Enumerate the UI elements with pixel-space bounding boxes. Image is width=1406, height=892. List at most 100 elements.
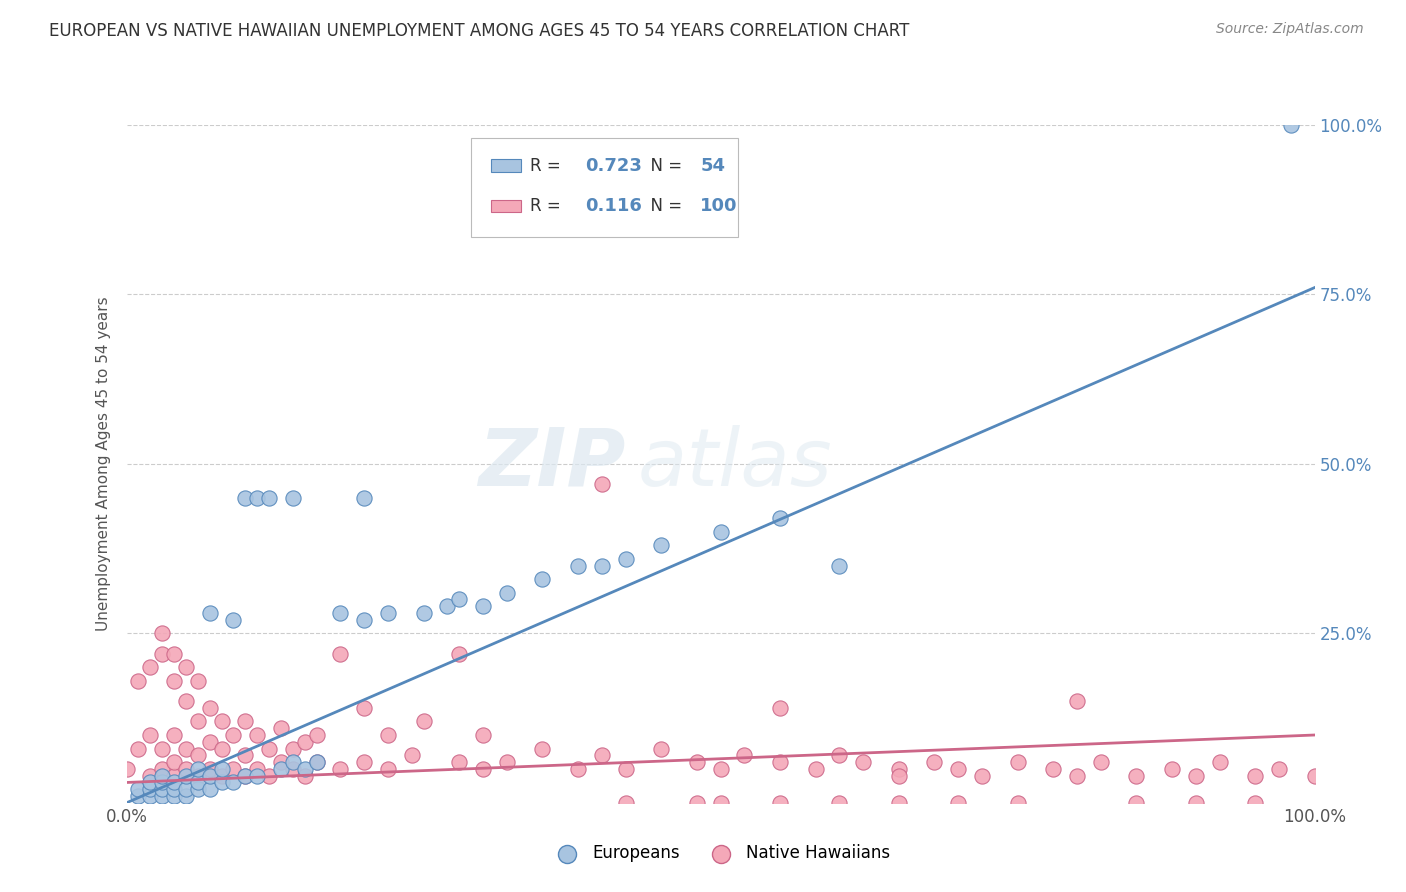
- Point: [233, 491, 256, 505]
- Point: [1184, 769, 1206, 783]
- Point: [412, 606, 434, 620]
- Point: [1244, 769, 1267, 783]
- Text: EUROPEAN VS NATIVE HAWAIIAN UNEMPLOYMENT AMONG AGES 45 TO 54 YEARS CORRELATION C: EUROPEAN VS NATIVE HAWAIIAN UNEMPLOYMENT…: [49, 22, 910, 40]
- Text: N =: N =: [640, 157, 688, 175]
- Point: [281, 762, 304, 776]
- Point: [163, 673, 186, 688]
- Point: [270, 755, 292, 769]
- Point: [270, 762, 292, 776]
- Point: [614, 762, 637, 776]
- Point: [377, 606, 399, 620]
- Point: [198, 606, 221, 620]
- Point: [246, 762, 269, 776]
- Point: [709, 762, 731, 776]
- Point: [211, 714, 233, 729]
- Point: [233, 769, 256, 783]
- Point: [1208, 755, 1230, 769]
- Point: [1125, 796, 1147, 810]
- Point: [174, 762, 197, 776]
- Point: [305, 755, 328, 769]
- Point: [377, 762, 399, 776]
- Point: [198, 701, 221, 715]
- Point: [412, 714, 434, 729]
- Point: [852, 755, 875, 769]
- Point: [377, 728, 399, 742]
- Point: [591, 558, 613, 573]
- Point: [127, 789, 149, 803]
- Point: [150, 647, 173, 661]
- Point: [257, 741, 280, 756]
- Point: [329, 762, 352, 776]
- Point: [733, 748, 755, 763]
- Point: [614, 796, 637, 810]
- Point: [246, 491, 269, 505]
- Text: 54: 54: [700, 157, 725, 175]
- Point: [1066, 694, 1088, 708]
- Point: [222, 613, 245, 627]
- Point: [449, 755, 471, 769]
- Point: [353, 613, 375, 627]
- Point: [163, 775, 186, 789]
- Point: [1066, 769, 1088, 783]
- Point: [211, 775, 233, 789]
- Point: [887, 796, 910, 810]
- Point: [174, 789, 197, 803]
- Legend: Europeans, Native Hawaiians: Europeans, Native Hawaiians: [544, 838, 897, 869]
- Point: [222, 728, 245, 742]
- Point: [591, 748, 613, 763]
- Point: [436, 599, 458, 614]
- Point: [150, 775, 173, 789]
- Point: [1303, 769, 1326, 783]
- Point: [187, 762, 209, 776]
- Point: [1007, 755, 1029, 769]
- Point: [163, 728, 186, 742]
- Point: [163, 769, 186, 783]
- Point: [127, 741, 149, 756]
- Point: [614, 551, 637, 566]
- Text: 100: 100: [700, 197, 738, 215]
- Text: atlas: atlas: [637, 425, 832, 503]
- Point: [1244, 796, 1267, 810]
- Point: [139, 728, 162, 742]
- Point: [567, 558, 589, 573]
- Point: [198, 782, 221, 797]
- Point: [353, 491, 375, 505]
- Point: [257, 491, 280, 505]
- Point: [211, 769, 233, 783]
- Point: [150, 741, 173, 756]
- Point: [887, 769, 910, 783]
- Point: [294, 762, 316, 776]
- Point: [686, 755, 709, 769]
- Point: [198, 769, 221, 783]
- Point: [828, 748, 851, 763]
- Point: [353, 755, 375, 769]
- Point: [281, 741, 304, 756]
- Point: [329, 606, 352, 620]
- Point: [187, 782, 209, 797]
- Point: [174, 660, 197, 674]
- Point: [472, 728, 495, 742]
- Point: [1161, 762, 1184, 776]
- Point: [495, 585, 517, 599]
- Point: [946, 796, 969, 810]
- Point: [769, 701, 792, 715]
- Point: [804, 762, 827, 776]
- Point: [222, 775, 245, 789]
- Point: [828, 558, 851, 573]
- Point: [150, 769, 173, 783]
- Point: [174, 769, 197, 783]
- FancyBboxPatch shape: [491, 160, 522, 171]
- Point: [211, 741, 233, 756]
- Point: [1042, 762, 1064, 776]
- Point: [709, 524, 731, 539]
- Point: [115, 762, 138, 776]
- Point: [769, 755, 792, 769]
- Point: [1184, 796, 1206, 810]
- Point: [150, 789, 173, 803]
- Point: [139, 775, 162, 789]
- Point: [187, 748, 209, 763]
- Point: [769, 511, 792, 525]
- Text: 0.723: 0.723: [585, 157, 643, 175]
- Point: [150, 762, 173, 776]
- FancyBboxPatch shape: [491, 200, 522, 212]
